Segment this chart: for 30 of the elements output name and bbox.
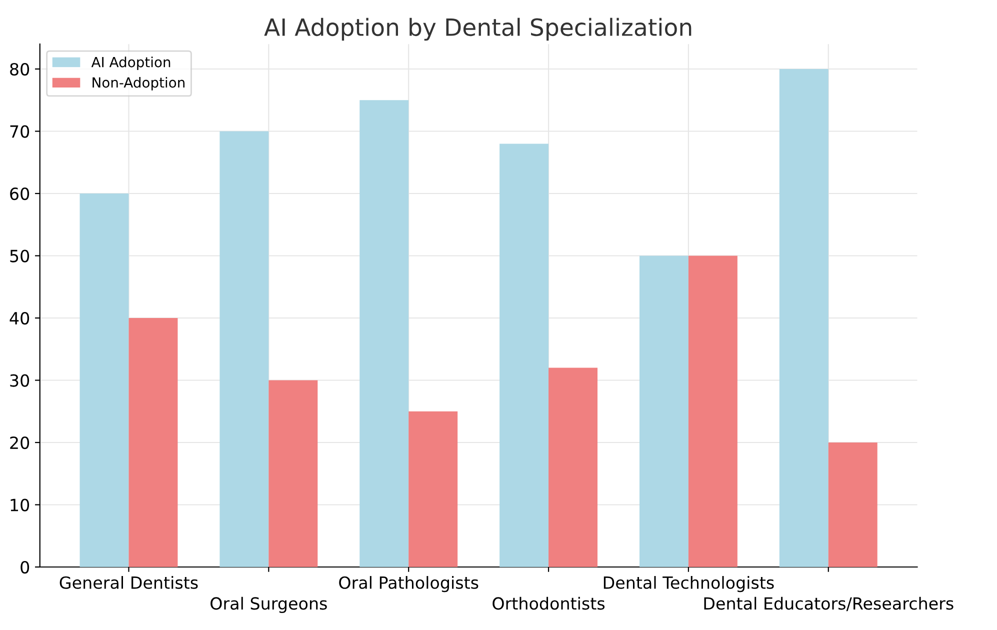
bar <box>408 411 458 567</box>
bar <box>80 194 129 567</box>
bar <box>828 442 878 567</box>
x-tick-label: General Dentists <box>60 576 198 589</box>
y-tick-label: 0 <box>20 560 30 574</box>
x-tick-label: Dental Technologists <box>604 576 774 592</box>
bar <box>688 256 738 567</box>
bar <box>128 318 178 567</box>
bar <box>639 256 688 567</box>
x-tick-label: Oral Pathologists <box>339 576 478 592</box>
legend-label: AI Adoption <box>91 56 170 70</box>
y-tick-label: 50 <box>10 250 30 262</box>
bar <box>779 69 828 567</box>
y-tick-label: 60 <box>10 187 30 200</box>
x-tick-label: Dental Educators/Researchers <box>704 596 954 612</box>
bar <box>360 100 409 567</box>
legend-label: Non-Adoption <box>92 76 184 90</box>
x-tick-label: Orthodontists <box>492 596 605 610</box>
y-tick-label: 30 <box>10 374 30 387</box>
bar <box>268 380 318 567</box>
bar <box>500 144 549 567</box>
bar <box>220 131 269 567</box>
y-tick-label: 10 <box>10 498 30 512</box>
x-tick-label: Oral Surgeons <box>210 596 327 613</box>
chart-title: AI Adoption by Dental Specialization <box>264 18 692 41</box>
y-tick-label: 20 <box>10 436 30 450</box>
y-tick-label: 70 <box>10 125 30 138</box>
y-tick-label: 80 <box>10 62 30 76</box>
y-tick-label: 40 <box>10 312 30 325</box>
bar <box>548 368 598 567</box>
